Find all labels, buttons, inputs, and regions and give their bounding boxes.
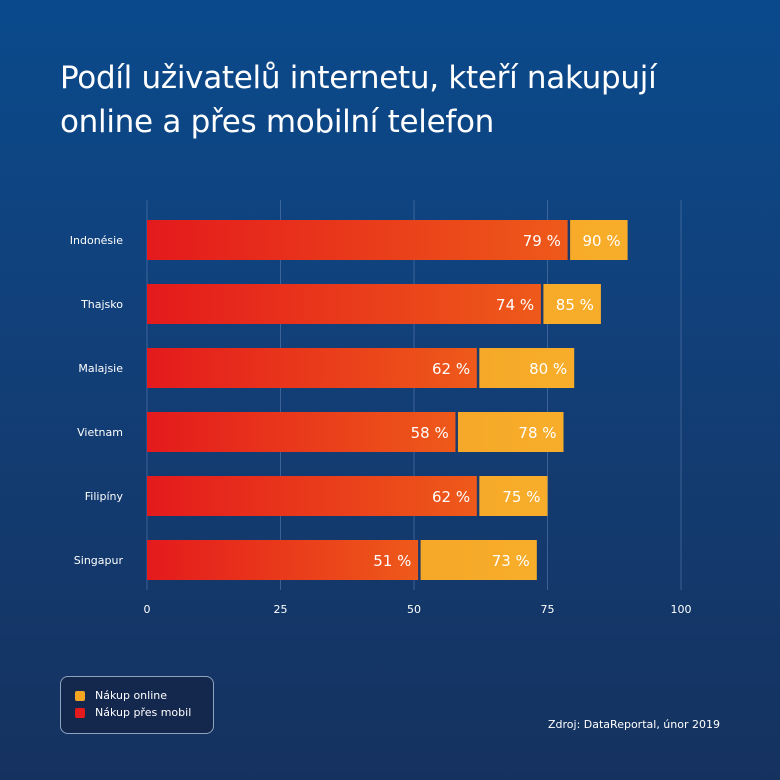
category-label: Malajsie (78, 362, 123, 375)
bar-mobile (147, 412, 457, 452)
labels: 0 25 50 75 100 Indonésie 79 % 90 % Thajsko 74 % 85… (70, 232, 692, 616)
legend: Nákup online Nákup přes mobil (60, 676, 214, 734)
value-label-mobile: 62 % (432, 488, 470, 506)
bar-mobile (147, 540, 420, 580)
value-label-online: 75 % (502, 488, 540, 506)
legend-item-mobile: Nákup přes mobil (75, 704, 213, 721)
bar-mobile (147, 284, 543, 324)
value-label-online: 80 % (529, 360, 567, 378)
x-tick-label: 50 (407, 603, 421, 616)
bar-mobile (147, 220, 569, 260)
value-label-mobile: 79 % (523, 232, 561, 250)
x-tick-label: 25 (274, 603, 288, 616)
value-label-mobile: 58 % (411, 424, 449, 442)
x-tick-label: 100 (671, 603, 692, 616)
value-label-online: 85 % (556, 296, 594, 314)
category-label: Singapur (74, 554, 124, 567)
bar-mobile (147, 476, 479, 516)
source-note: Zdroj: DataReportal, únor 2019 (548, 718, 720, 731)
gridlines (146, 200, 682, 590)
legend-item-online: Nákup online (75, 687, 213, 704)
value-label-online: 90 % (582, 232, 620, 250)
legend-label-online: Nákup online (95, 689, 168, 702)
value-label-mobile: 74 % (496, 296, 534, 314)
x-tick-label: 75 (541, 603, 555, 616)
legend-label-mobile: Nákup přes mobil (95, 706, 192, 719)
bars (147, 220, 628, 580)
chart-title-line-1: Podíl uživatelů internetu, kteří nakupuj… (60, 60, 657, 96)
chart-title-line-2: online a přes mobilní telefon (60, 104, 495, 140)
category-label: Filipíny (85, 490, 124, 503)
category-label: Thajsko (80, 298, 123, 311)
value-label-online: 73 % (492, 552, 530, 570)
legend-swatch-online (75, 690, 85, 701)
value-label-mobile: 51 % (373, 552, 411, 570)
value-label-mobile: 62 % (432, 360, 470, 378)
category-label: Indonésie (70, 234, 123, 247)
value-label-online: 78 % (518, 424, 556, 442)
bar-mobile (147, 348, 479, 388)
category-label: Vietnam (77, 426, 123, 439)
legend-swatch-mobile (75, 707, 85, 718)
x-tick-label: 0 (144, 603, 151, 616)
chart-title: Podíl uživatelů internetu, kteří nakupuj… (60, 56, 700, 144)
